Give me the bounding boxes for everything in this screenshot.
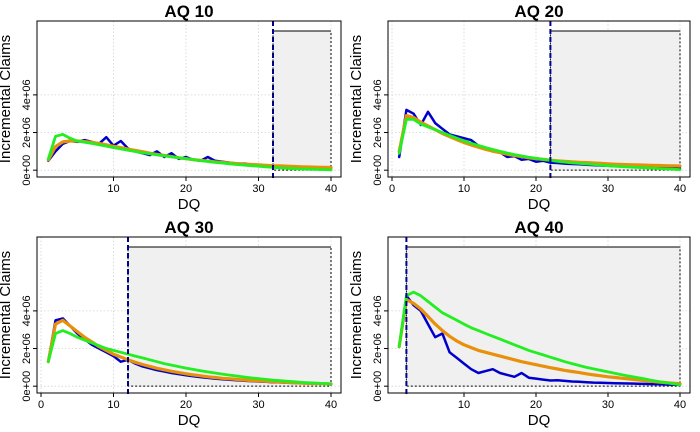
panel-1-x-tick-label-3: 40 [325,183,337,195]
panel-1-y-axis-title: Incremental Claims [0,35,14,163]
panel-4-y-axis-title: Incremental Claims [348,251,365,379]
panel-4-x-tick-label-0: 10 [458,399,470,411]
panel-2-y-tick-label-1: 2e+06 [372,117,384,148]
panel-4-y-tick-label-1: 2e+06 [372,333,384,364]
panel-4-x-tick-label-2: 30 [602,399,614,411]
panel-1-x-tick-label-1: 20 [180,183,192,195]
panel-2-x-tick-label-2: 20 [530,183,542,195]
panel-3-x-axis-title: DQ [178,412,201,429]
panel-3-x-tick-label-3: 30 [252,399,264,411]
panel-2-title: AQ 20 [514,2,563,21]
panel-2-x-axis-title: DQ [528,196,551,213]
panel-4-series-fitted [397,298,682,386]
panel-2-shaded-region [549,30,681,171]
panel-3-title: AQ 30 [164,218,213,237]
panel-2-x-tick-label-4: 40 [674,183,686,195]
panel-2-series-simulated [397,118,682,172]
panel-3-y-tick-label-0: 0e+00 [21,371,33,402]
panel-1-y-tick-label-2: 4e+06 [21,79,33,110]
panel-2-x-tick-label-0: 0 [389,183,395,195]
panel-1-title: AQ 10 [164,2,213,21]
panel-3-y-axis-title: Incremental Claims [0,251,14,379]
panel-2-frame [387,20,691,178]
panel-3-series-simulated [46,329,333,386]
panel-4-series-observed [397,294,682,387]
panel-3-x-tick-label-4: 40 [325,399,337,411]
panel-4-x-tick-label-3: 40 [674,399,686,411]
panel-3-frame [36,236,342,394]
panel-3-x-tick-label-1: 10 [107,399,119,411]
panel-2-y-axis-title: Incremental Claims [348,35,365,163]
panel-1-series-simulated [46,132,333,172]
panel-1-shaded-region [272,30,332,171]
panel-2-y-tick-label-0: 0e+00 [372,155,384,186]
panel-4-series-simulated [397,290,682,387]
panel-1-frame [36,20,342,178]
panel-2-y-tick-label-2: 4e+06 [372,79,384,110]
panel-1-x-tick-label-2: 30 [252,183,264,195]
panel-2-x-tick-label-1: 10 [458,183,470,195]
panel-1-y-tick-label-1: 2e+06 [21,117,33,148]
panel-4-x-tick-label-1: 20 [530,399,542,411]
panel-4-frame [387,236,691,394]
panel-3-shaded-region [127,246,332,387]
panel-1-x-axis-title: DQ [178,196,201,213]
panel-4-x-axis-title: DQ [528,412,551,429]
panel-2-x-tick-label-3: 30 [602,183,614,195]
panel-1-y-tick-label-0: 0e+00 [21,155,33,186]
panel-4-y-tick-label-2: 4e+06 [372,295,384,326]
panel-3-x-tick-label-2: 20 [180,399,192,411]
panel-3-x-tick-label-0: 0 [38,399,44,411]
panel-3-y-tick-label-2: 4e+06 [21,295,33,326]
panel-4-title: AQ 40 [514,218,563,237]
panel-1-x-tick-label-0: 10 [107,183,119,195]
panel-3-y-tick-label-1: 2e+06 [21,333,33,364]
panel-4-y-tick-label-0: 0e+00 [372,371,384,402]
